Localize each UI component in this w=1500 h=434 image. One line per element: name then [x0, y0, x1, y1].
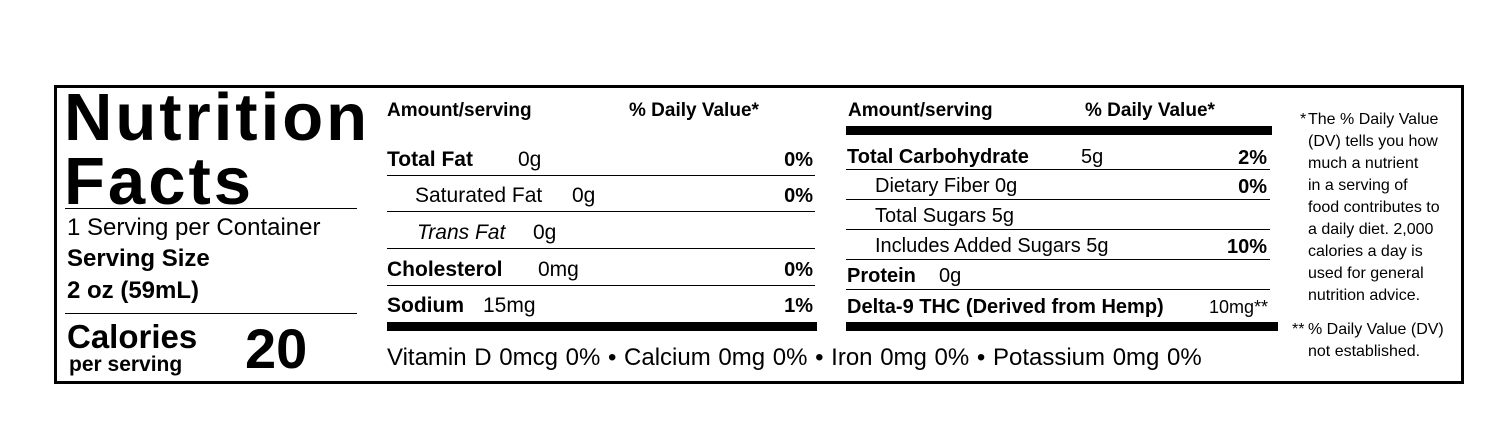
- saturated-fat-amount: 0g: [572, 184, 596, 207]
- col2-amount-header: Amount/serving: [848, 100, 993, 121]
- footnote-line: calories a day is: [1308, 243, 1423, 260]
- protein-name: Protein: [847, 265, 916, 287]
- dietary-fiber-name: Dietary Fiber 0g: [875, 175, 1018, 197]
- saturated-fat-name: Saturated Fat: [415, 184, 543, 207]
- serving-size-label: Serving Size: [67, 245, 210, 272]
- footnote-line: The % Daily Value: [1308, 111, 1439, 128]
- footnote-star-mark: *: [1300, 111, 1307, 128]
- sodium-amount: 15mg: [483, 294, 536, 317]
- footnote-line: food contributes to: [1308, 199, 1440, 216]
- thick-divider: [387, 322, 817, 331]
- divider: [387, 248, 815, 249]
- divider: [846, 169, 1270, 170]
- thc-name: Delta-9 THC (Derived from Hemp): [847, 296, 1164, 318]
- dietary-fiber-dv: 0%: [1238, 176, 1267, 198]
- footnote-line: much a nutrient: [1308, 155, 1419, 172]
- divider: [387, 285, 815, 286]
- total-carbohydrate-dv: 2%: [1238, 147, 1267, 169]
- total-fat-name: Total Fat: [387, 148, 473, 171]
- col1-amount-header: Amount/serving: [387, 100, 532, 121]
- vitamins-minerals-line: Vitamin D 0mcg 0% • Calcium 0mg 0% • Iro…: [387, 344, 1202, 371]
- footnote-line: not established.: [1308, 343, 1421, 360]
- total-fat-dv: 0%: [784, 149, 813, 171]
- cholesterol-amount: 0mg: [538, 258, 579, 281]
- total-fat-amount: 0g: [518, 148, 542, 171]
- divider: [846, 259, 1270, 260]
- col2-dv-header: % Daily Value*: [1085, 100, 1215, 121]
- total-sugars-name: Total Sugars 5g: [875, 205, 1014, 227]
- divider: [387, 211, 815, 212]
- divider: [387, 175, 815, 176]
- total-carbohydrate-amount: 5g: [1081, 146, 1104, 168]
- divider: [65, 313, 357, 314]
- footnote-line: used for general: [1308, 265, 1424, 282]
- added-sugars-name: Includes Added Sugars 5g: [875, 235, 1109, 257]
- divider: [846, 199, 1270, 200]
- footnote-line: in a serving of: [1308, 177, 1408, 194]
- calories-value: 20: [245, 317, 308, 380]
- total-carbohydrate-name: Total Carbohydrate: [847, 146, 1029, 168]
- footnote-dv-explanation: The % Daily Value (DV) tells you how muc…: [1308, 109, 1440, 307]
- footnote-line: a daily diet. 2,000: [1308, 221, 1434, 238]
- saturated-fat-dv: 0%: [784, 185, 813, 207]
- col1-dv-header: % Daily Value*: [629, 100, 759, 121]
- thick-divider: [846, 126, 1272, 135]
- footnote-double-mark: **: [1292, 321, 1305, 338]
- trans-fat-name: Trans Fat: [417, 221, 506, 244]
- cholesterol-dv: 0%: [784, 259, 813, 281]
- title-line-1: Nutrition: [64, 80, 371, 155]
- servings-per-container: 1 Serving per Container: [67, 214, 321, 241]
- added-sugars-dv: 10%: [1226, 236, 1267, 258]
- cholesterol-name: Cholesterol: [387, 258, 503, 281]
- nutrition-facts-label: Nutrition Facts 1 Serving per Container …: [54, 80, 1464, 384]
- thick-divider: [846, 322, 1278, 331]
- divider: [846, 229, 1270, 230]
- protein-amount: 0g: [939, 265, 962, 287]
- calories-per-serving: per serving: [69, 353, 183, 376]
- calories-label: Calories: [67, 318, 198, 355]
- footnote-line: % Daily Value (DV): [1308, 321, 1444, 338]
- footnote-dv-not-established: % Daily Value (DV) not established.: [1308, 319, 1444, 363]
- divider: [846, 289, 1270, 290]
- label-title: Nutrition Facts: [64, 80, 371, 219]
- divider: [65, 208, 357, 209]
- serving-size-value: 2 oz (59mL): [67, 277, 200, 304]
- thc-amount: 10mg**: [1209, 297, 1269, 317]
- trans-fat-amount: 0g: [533, 221, 557, 244]
- title-line-2: Facts: [64, 144, 255, 219]
- footnote-line: (DV) tells you how: [1308, 133, 1438, 150]
- sodium-dv: 1%: [784, 295, 813, 317]
- sodium-name: Sodium: [387, 294, 464, 317]
- footnote-line: nutrition advice.: [1308, 287, 1421, 304]
